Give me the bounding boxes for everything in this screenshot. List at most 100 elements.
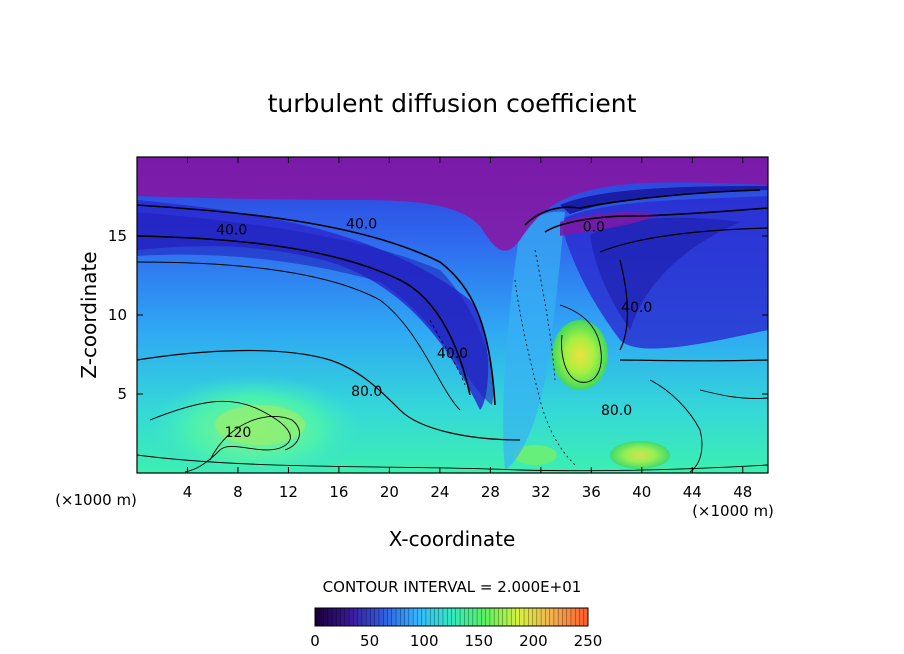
contour-value-label: 120 [225, 425, 252, 441]
colorbar-segment [332, 608, 337, 626]
colorbar-segment [370, 608, 376, 626]
colorbar-segment [506, 608, 512, 626]
colorbar-segment [413, 608, 418, 626]
x-tick-label: 40 [632, 483, 651, 501]
colorbar-segment [477, 608, 482, 626]
y-axis-label: Z-coordinate [77, 251, 101, 378]
contour-line [544, 207, 768, 233]
contour-value-label: 40.0 [216, 223, 247, 239]
x-tick-label: 36 [582, 483, 601, 501]
colorbar-segment [374, 608, 380, 626]
x-tick-label: 28 [481, 483, 500, 501]
colorbar: 0 50 100 150 200 250 [310, 607, 603, 650]
colorbar-tick-label: 150 [464, 632, 493, 650]
colorbar-segment [579, 608, 585, 626]
colorbar-segment [357, 608, 363, 626]
colorbar-segment [485, 608, 491, 626]
colorbar-segment [451, 608, 457, 626]
x-tick-label: 12 [279, 483, 298, 501]
colorbar-segment [494, 608, 499, 626]
x-tick-label: 44 [683, 483, 702, 501]
colorbar-tick-label: 100 [410, 632, 439, 650]
contour-line [137, 235, 471, 396]
contour-line [524, 189, 761, 226]
colorbar-segment [353, 608, 359, 626]
colorbar-segment [464, 608, 470, 626]
colorbar-segment [408, 608, 414, 626]
colorbar-segment [366, 608, 371, 626]
colorbar-segment [442, 608, 448, 626]
colorbar-frame [314, 607, 589, 627]
x-axis-label: X-coordinate [389, 527, 516, 551]
contour-line [559, 304, 602, 383]
colorbar-segment [349, 608, 354, 626]
colorbar-segment [430, 608, 435, 626]
contour-line [534, 249, 556, 381]
contour-lines [137, 189, 768, 473]
colorbar-segment [489, 608, 495, 626]
colorbar-segment [498, 608, 504, 626]
contour-line [149, 400, 291, 473]
colorbar-segment [566, 608, 572, 626]
y-tick-label: 10 [108, 306, 127, 324]
colorbar-segment [511, 608, 516, 626]
colorbar-segment [400, 608, 406, 626]
colorbar-segment [361, 608, 367, 626]
contour-line [137, 204, 496, 406]
colorbar-segment [536, 608, 542, 626]
contour-value-label: 40.0 [621, 300, 652, 316]
colorbar-segment [434, 608, 440, 626]
colorbar-segment [387, 608, 393, 626]
colorbar-segment [472, 608, 478, 626]
colorbar-segment [481, 608, 487, 626]
colorbar-segment [545, 608, 551, 626]
contour-line [137, 454, 768, 472]
colorbar-segment [404, 608, 410, 626]
colorbar-segment [460, 608, 465, 626]
y-tick-label: 5 [117, 385, 127, 403]
colorbar-segment [425, 608, 431, 626]
y-axis: 5 10 15 [108, 227, 768, 403]
contour-line [619, 259, 629, 351]
contour-value-label: 80.0 [601, 403, 632, 419]
contour-line [619, 359, 768, 362]
heatmap-field [137, 157, 768, 473]
colorbar-segment [319, 608, 325, 626]
contour-interval-label: CONTOUR INTERVAL = 2.000E+01 [323, 578, 582, 596]
chart-title: turbulent diffusion coefficient [268, 89, 637, 118]
contour-value-label: 0.0 [583, 220, 605, 236]
colorbar-segment [570, 608, 576, 626]
contour-line [137, 261, 461, 411]
contour-label-layer: 40.0 40.0 80.0 120 40.0 40.0 0.0 80.0 [216, 216, 652, 441]
colorbar-segment [336, 608, 342, 626]
colorbar-segment [532, 608, 538, 626]
contour-line [429, 319, 466, 386]
colorbar-segment [378, 608, 384, 626]
colorbar-segment [515, 608, 521, 626]
colorbar-segment [327, 608, 333, 626]
colorbar-segment [323, 608, 329, 626]
x-tick-label: 24 [430, 483, 449, 501]
contour-value-label: 40.0 [437, 346, 468, 362]
x-axis: 4 8 12 16 20 24 28 32 36 40 44 48 [183, 157, 752, 501]
colorbar-tick-label: 50 [360, 632, 379, 650]
colorbar-segment [340, 608, 346, 626]
contour-line [699, 389, 768, 399]
colorbar-segment [549, 608, 555, 626]
colorbar-segment [417, 608, 423, 626]
colorbar-segment [541, 608, 546, 626]
colorbar-segment [562, 608, 568, 626]
colorbar-segment [383, 608, 389, 626]
colorbar-segment [396, 608, 401, 626]
contour-value-label: 80.0 [351, 384, 382, 400]
colorbar-segment [455, 608, 461, 626]
contour-value-label: 40.0 [346, 216, 377, 232]
x-unit-label-left: (×1000 m) [55, 491, 137, 509]
colorbar-segment [468, 608, 474, 626]
colorbar-segment [447, 608, 452, 626]
x-unit-label-right: (×1000 m) [692, 502, 774, 520]
x-tick-label: 16 [329, 483, 348, 501]
colorbar-segment [421, 608, 427, 626]
colorbar-tick-label: 250 [574, 632, 603, 650]
